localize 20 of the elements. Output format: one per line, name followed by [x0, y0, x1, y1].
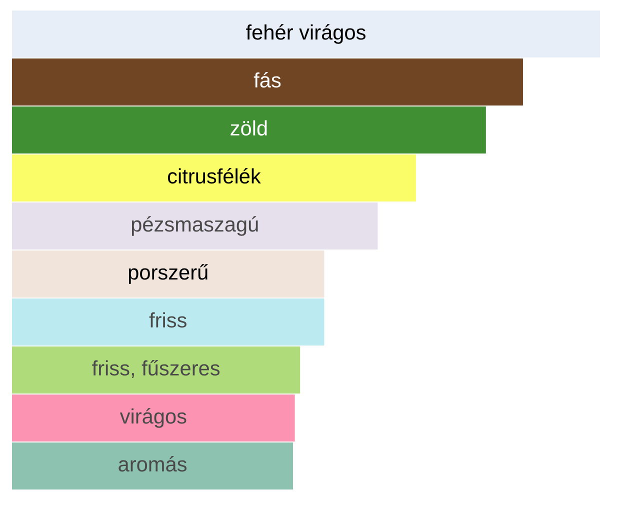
- bar: [12, 298, 324, 346]
- y-tick-label: citrusfélék: [168, 168, 261, 184]
- bar: [12, 442, 294, 490]
- bar: [12, 346, 300, 394]
- y-tick-label: friss: [149, 312, 186, 328]
- y-tick-label: zöld: [230, 120, 267, 136]
- y-tick-label: fehér virágos: [246, 24, 366, 44]
- y-tick-label: aromás: [118, 456, 187, 472]
- y-tick-label: pézsmaszagú: [132, 216, 258, 236]
- bar: [12, 106, 486, 154]
- bar: [12, 250, 324, 298]
- y-tick-label: porszerű: [128, 264, 208, 284]
- bar: [12, 10, 600, 58]
- bar: [12, 394, 295, 442]
- y-tick-label: friss, fűszeres: [92, 360, 220, 378]
- bar: [12, 58, 523, 106]
- y-tick-label: virágos: [120, 408, 186, 428]
- y-tick-label: fás: [254, 72, 281, 88]
- bar: [12, 154, 416, 202]
- bar: [12, 202, 378, 250]
